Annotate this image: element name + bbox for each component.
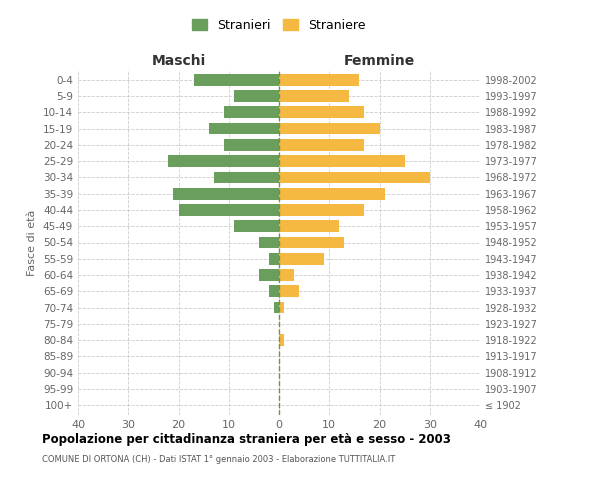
Bar bbox=[269, 253, 279, 264]
Bar bbox=[279, 172, 430, 183]
Bar bbox=[279, 220, 340, 232]
Bar bbox=[274, 302, 279, 314]
Bar bbox=[214, 172, 279, 183]
Bar bbox=[279, 302, 284, 314]
Text: Maschi: Maschi bbox=[151, 54, 206, 68]
Text: Femmine: Femmine bbox=[344, 54, 415, 68]
Bar bbox=[279, 286, 299, 297]
Bar bbox=[279, 90, 349, 102]
Text: Popolazione per cittadinanza straniera per età e sesso - 2003: Popolazione per cittadinanza straniera p… bbox=[42, 432, 451, 446]
Legend: Stranieri, Straniere: Stranieri, Straniere bbox=[187, 14, 371, 37]
Bar bbox=[259, 236, 279, 248]
Bar bbox=[259, 269, 279, 281]
Bar bbox=[279, 74, 359, 86]
Bar bbox=[279, 122, 380, 134]
Bar bbox=[279, 334, 284, 346]
Bar bbox=[279, 156, 404, 167]
Bar bbox=[194, 74, 279, 86]
Bar bbox=[279, 204, 364, 216]
Bar bbox=[169, 156, 279, 167]
Bar bbox=[279, 253, 324, 264]
Bar bbox=[234, 220, 279, 232]
Bar bbox=[279, 236, 344, 248]
Bar bbox=[279, 106, 364, 118]
Bar bbox=[224, 139, 279, 150]
Bar bbox=[269, 286, 279, 297]
Bar bbox=[279, 269, 294, 281]
Bar bbox=[179, 204, 279, 216]
Text: COMUNE DI ORTONA (CH) - Dati ISTAT 1° gennaio 2003 - Elaborazione TUTTITALIA.IT: COMUNE DI ORTONA (CH) - Dati ISTAT 1° ge… bbox=[42, 455, 395, 464]
Bar bbox=[224, 106, 279, 118]
Bar bbox=[279, 188, 385, 200]
Bar bbox=[234, 90, 279, 102]
Bar bbox=[173, 188, 279, 200]
Bar bbox=[279, 139, 364, 150]
Y-axis label: Fasce di età: Fasce di età bbox=[28, 210, 37, 276]
Bar bbox=[209, 122, 279, 134]
